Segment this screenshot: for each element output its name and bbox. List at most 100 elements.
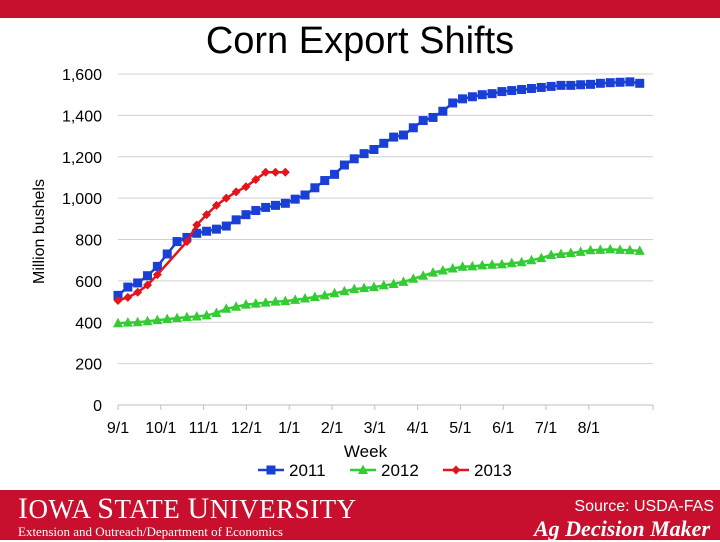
data-point <box>231 187 241 197</box>
data-point <box>133 287 143 297</box>
data-point <box>271 167 281 177</box>
data-point <box>458 94 468 104</box>
data-point <box>143 280 153 290</box>
data-point <box>172 237 182 247</box>
data-point <box>546 81 556 91</box>
data-point <box>477 90 487 100</box>
data-point <box>113 290 123 300</box>
x-tick-label: 8/1 <box>578 420 600 437</box>
data-point <box>586 79 596 89</box>
data-point <box>595 244 606 254</box>
data-point <box>211 200 221 210</box>
x-tick-label: 5/1 <box>449 420 471 437</box>
data-point <box>359 149 369 159</box>
x-tick-label: 3/1 <box>364 420 386 437</box>
y-axis-title: Million bushels <box>31 179 48 284</box>
data-point <box>319 289 330 300</box>
department-text: Extension and Outreach/Department of Eco… <box>18 524 283 539</box>
data-point <box>270 296 281 306</box>
y-tick-label: 0 <box>93 398 102 415</box>
y-tick-label: 1,000 <box>62 191 102 208</box>
source-note: Source: USDA-FAS <box>574 498 714 515</box>
data-point <box>566 80 576 90</box>
data-point <box>507 86 517 96</box>
data-point <box>408 273 419 283</box>
data-point <box>634 245 645 255</box>
data-point <box>330 169 340 179</box>
data-point <box>300 190 310 200</box>
data-point <box>280 295 291 306</box>
ag-decision-maker-logo: Ag Decision Maker <box>534 516 710 541</box>
data-point <box>152 261 162 271</box>
data-point <box>231 301 242 311</box>
data-point <box>555 248 566 258</box>
data-point <box>192 228 202 238</box>
data-point <box>595 78 605 88</box>
x-tick-label: 4/1 <box>406 420 428 437</box>
data-point <box>576 80 586 90</box>
data-point <box>457 261 468 271</box>
data-point <box>467 92 477 102</box>
data-point <box>172 312 183 323</box>
x-tick-label: 6/1 <box>492 420 514 437</box>
data-point <box>605 243 616 254</box>
series-line-2013 <box>117 171 286 302</box>
data-point <box>585 244 596 255</box>
legend-label-2012: 2012 <box>381 461 419 480</box>
slide-title: Corn Export Shifts <box>205 20 515 62</box>
data-point <box>300 292 311 303</box>
data-point <box>123 292 133 302</box>
data-point <box>389 132 399 142</box>
data-point <box>408 123 418 133</box>
data-point <box>152 270 162 280</box>
y-tick-label: 1,400 <box>62 108 102 125</box>
data-point <box>615 244 626 254</box>
data-point <box>526 83 536 93</box>
data-point <box>388 278 399 288</box>
data-point <box>437 265 448 275</box>
data-point <box>418 116 428 126</box>
data-point <box>221 193 231 203</box>
x-tick-label: 1/1 <box>278 420 300 437</box>
data-point <box>162 313 173 324</box>
data-point <box>565 247 576 257</box>
data-point <box>202 210 212 220</box>
data-point <box>517 85 527 95</box>
x-tick-label: 11/1 <box>189 420 219 437</box>
x-tick-label: 10/1 <box>145 420 176 437</box>
data-point <box>575 246 586 256</box>
data-point <box>398 130 408 140</box>
data-point <box>496 258 507 269</box>
y-tick-label: 1,200 <box>62 150 102 167</box>
data-point <box>241 182 251 192</box>
data-point <box>487 89 497 99</box>
data-point <box>624 244 635 255</box>
data-point <box>320 176 330 186</box>
data-point <box>211 307 222 317</box>
x-tick-label: 12/1 <box>231 420 262 437</box>
x-tick-label: 9/1 <box>107 420 129 437</box>
y-tick-label: 1,600 <box>62 67 102 84</box>
data-point <box>369 145 379 155</box>
data-point <box>251 206 261 216</box>
data-point <box>202 226 212 236</box>
data-point <box>379 138 389 148</box>
data-point <box>339 285 350 296</box>
data-point <box>536 82 546 92</box>
data-point <box>181 311 192 322</box>
data-point <box>280 167 290 177</box>
data-point <box>546 249 557 260</box>
y-tick-label: 400 <box>75 315 102 332</box>
data-point <box>516 256 527 267</box>
data-point <box>261 202 271 212</box>
data-point <box>358 464 368 474</box>
data-point <box>497 87 507 97</box>
data-point <box>349 283 360 294</box>
data-point <box>191 310 202 321</box>
data-point <box>329 287 340 298</box>
x-tick-label: 2/1 <box>321 420 343 437</box>
data-point <box>123 282 133 292</box>
data-point <box>240 299 251 309</box>
legend-label-2013: 2013 <box>474 461 512 480</box>
x-axis-title: Week <box>344 442 388 461</box>
